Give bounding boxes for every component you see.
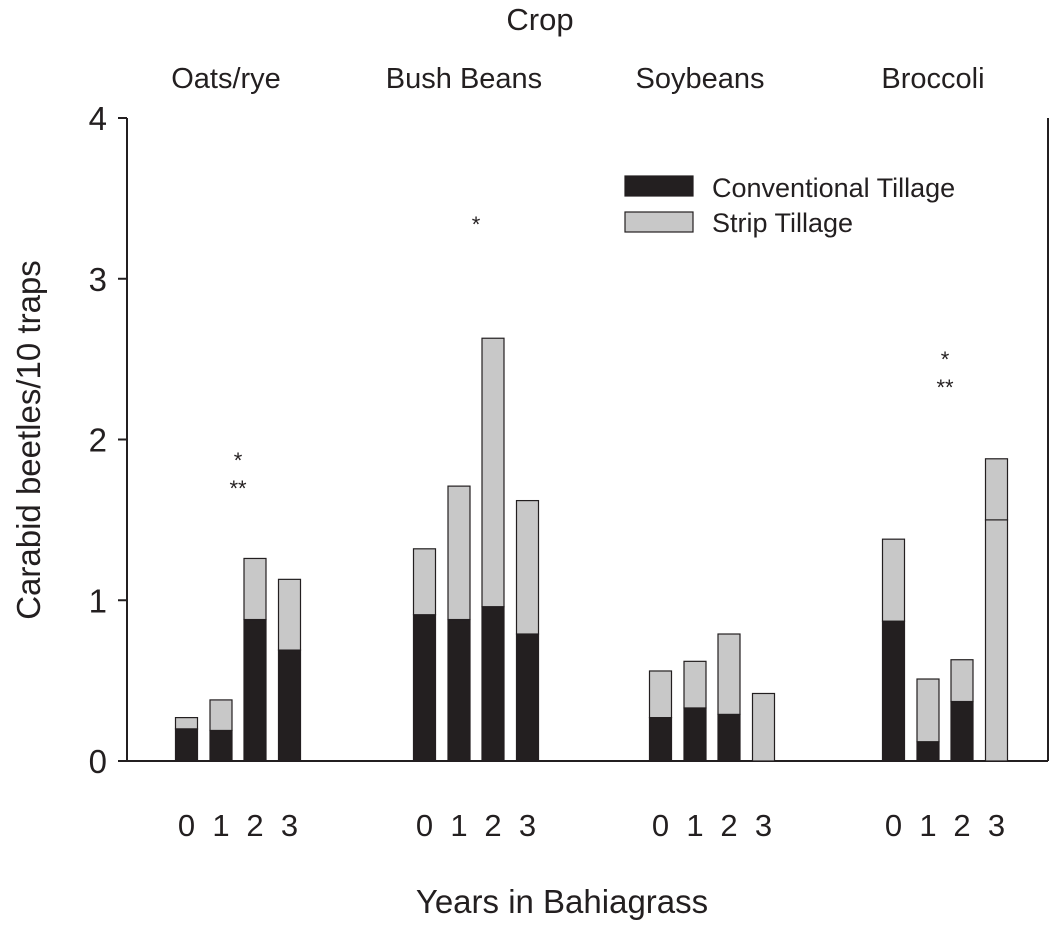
legend-swatch-strip	[625, 212, 693, 232]
crop-label: Broccoli	[881, 63, 984, 95]
crop-label: Oats/rye	[171, 63, 281, 95]
x-tick-label-year: 3	[988, 808, 1005, 843]
bar-conventional-tillage	[883, 621, 905, 761]
bar-conventional-tillage	[448, 620, 470, 761]
bar-strip-tillage	[883, 539, 905, 621]
crop-label: Bush Beans	[386, 63, 542, 95]
bar-strip-tillage	[414, 549, 436, 615]
bar-strip-tillage	[517, 501, 539, 634]
bar-strip-tillage	[279, 579, 301, 650]
y-tick-label: 0	[89, 743, 107, 780]
x-tick-label-year: 1	[919, 808, 936, 843]
bar-conventional-tillage	[917, 742, 939, 761]
bar-strip-tillage	[684, 661, 706, 708]
legend-label-strip: Strip Tillage	[712, 208, 853, 238]
significance-marker: *	[472, 212, 481, 237]
significance-marker: **	[229, 476, 247, 501]
x-tick-label-year: 2	[953, 808, 970, 843]
bar-strip-tillage	[650, 671, 672, 718]
bar-strip-tillage	[210, 700, 232, 731]
y-tick-label: 3	[89, 261, 107, 298]
bar-strip-tillage-upper	[986, 459, 1008, 520]
bar-strip-tillage	[176, 718, 198, 729]
x-tick-label-year: 3	[755, 808, 772, 843]
bar-conventional-tillage	[414, 615, 436, 761]
bar-strip-tillage	[986, 520, 1008, 761]
y-tick-label: 2	[89, 422, 107, 459]
y-tick-label: 1	[89, 582, 107, 619]
bar-strip-tillage	[917, 679, 939, 742]
chart-title: Crop	[506, 2, 573, 37]
bar-strip-tillage	[482, 338, 504, 606]
bar-conventional-tillage	[684, 708, 706, 761]
significance-marker: **	[936, 375, 954, 400]
bar-strip-tillage	[448, 486, 470, 619]
y-axis-label: Carabid beetles/10 traps	[10, 260, 47, 620]
bar-strip-tillage	[244, 558, 266, 619]
x-tick-label-year: 1	[450, 808, 467, 843]
bar-conventional-tillage	[482, 607, 504, 761]
x-tick-label-year: 2	[720, 808, 737, 843]
x-tick-label-year: 0	[416, 808, 433, 843]
x-tick-label-year: 3	[519, 808, 536, 843]
bar-conventional-tillage	[244, 620, 266, 761]
x-tick-label-year: 1	[686, 808, 703, 843]
x-tick-label-year: 0	[652, 808, 669, 843]
bar-strip-tillage	[718, 634, 740, 714]
bar-conventional-tillage	[650, 718, 672, 761]
legend-label-conventional: Conventional Tillage	[712, 173, 955, 203]
x-axis-label: Years in Bahiagrass	[416, 883, 708, 920]
bar-strip-tillage	[753, 693, 775, 761]
x-tick-label-year: 0	[885, 808, 902, 843]
bar-conventional-tillage	[279, 650, 301, 761]
x-tick-label-year: 0	[178, 808, 195, 843]
x-tick-label-year: 2	[246, 808, 263, 843]
significance-marker: *	[234, 448, 243, 473]
x-tick-label-year: 1	[212, 808, 229, 843]
crop-label: Soybeans	[636, 63, 765, 95]
bar-conventional-tillage	[176, 729, 198, 761]
legend-swatch-conventional	[625, 176, 693, 196]
x-tick-label-year: 2	[484, 808, 501, 843]
x-tick-label-year: 3	[281, 808, 298, 843]
bar-conventional-tillage	[718, 714, 740, 761]
y-tick-label: 4	[89, 100, 107, 137]
bar-conventional-tillage	[517, 634, 539, 761]
stacked-bar-chart: Crop Years in Bahiagrass Carabid beetles…	[0, 0, 1062, 925]
significance-marker: *	[941, 347, 950, 372]
bar-conventional-tillage	[951, 702, 973, 761]
bar-conventional-tillage	[210, 730, 232, 761]
bar-strip-tillage	[951, 660, 973, 702]
